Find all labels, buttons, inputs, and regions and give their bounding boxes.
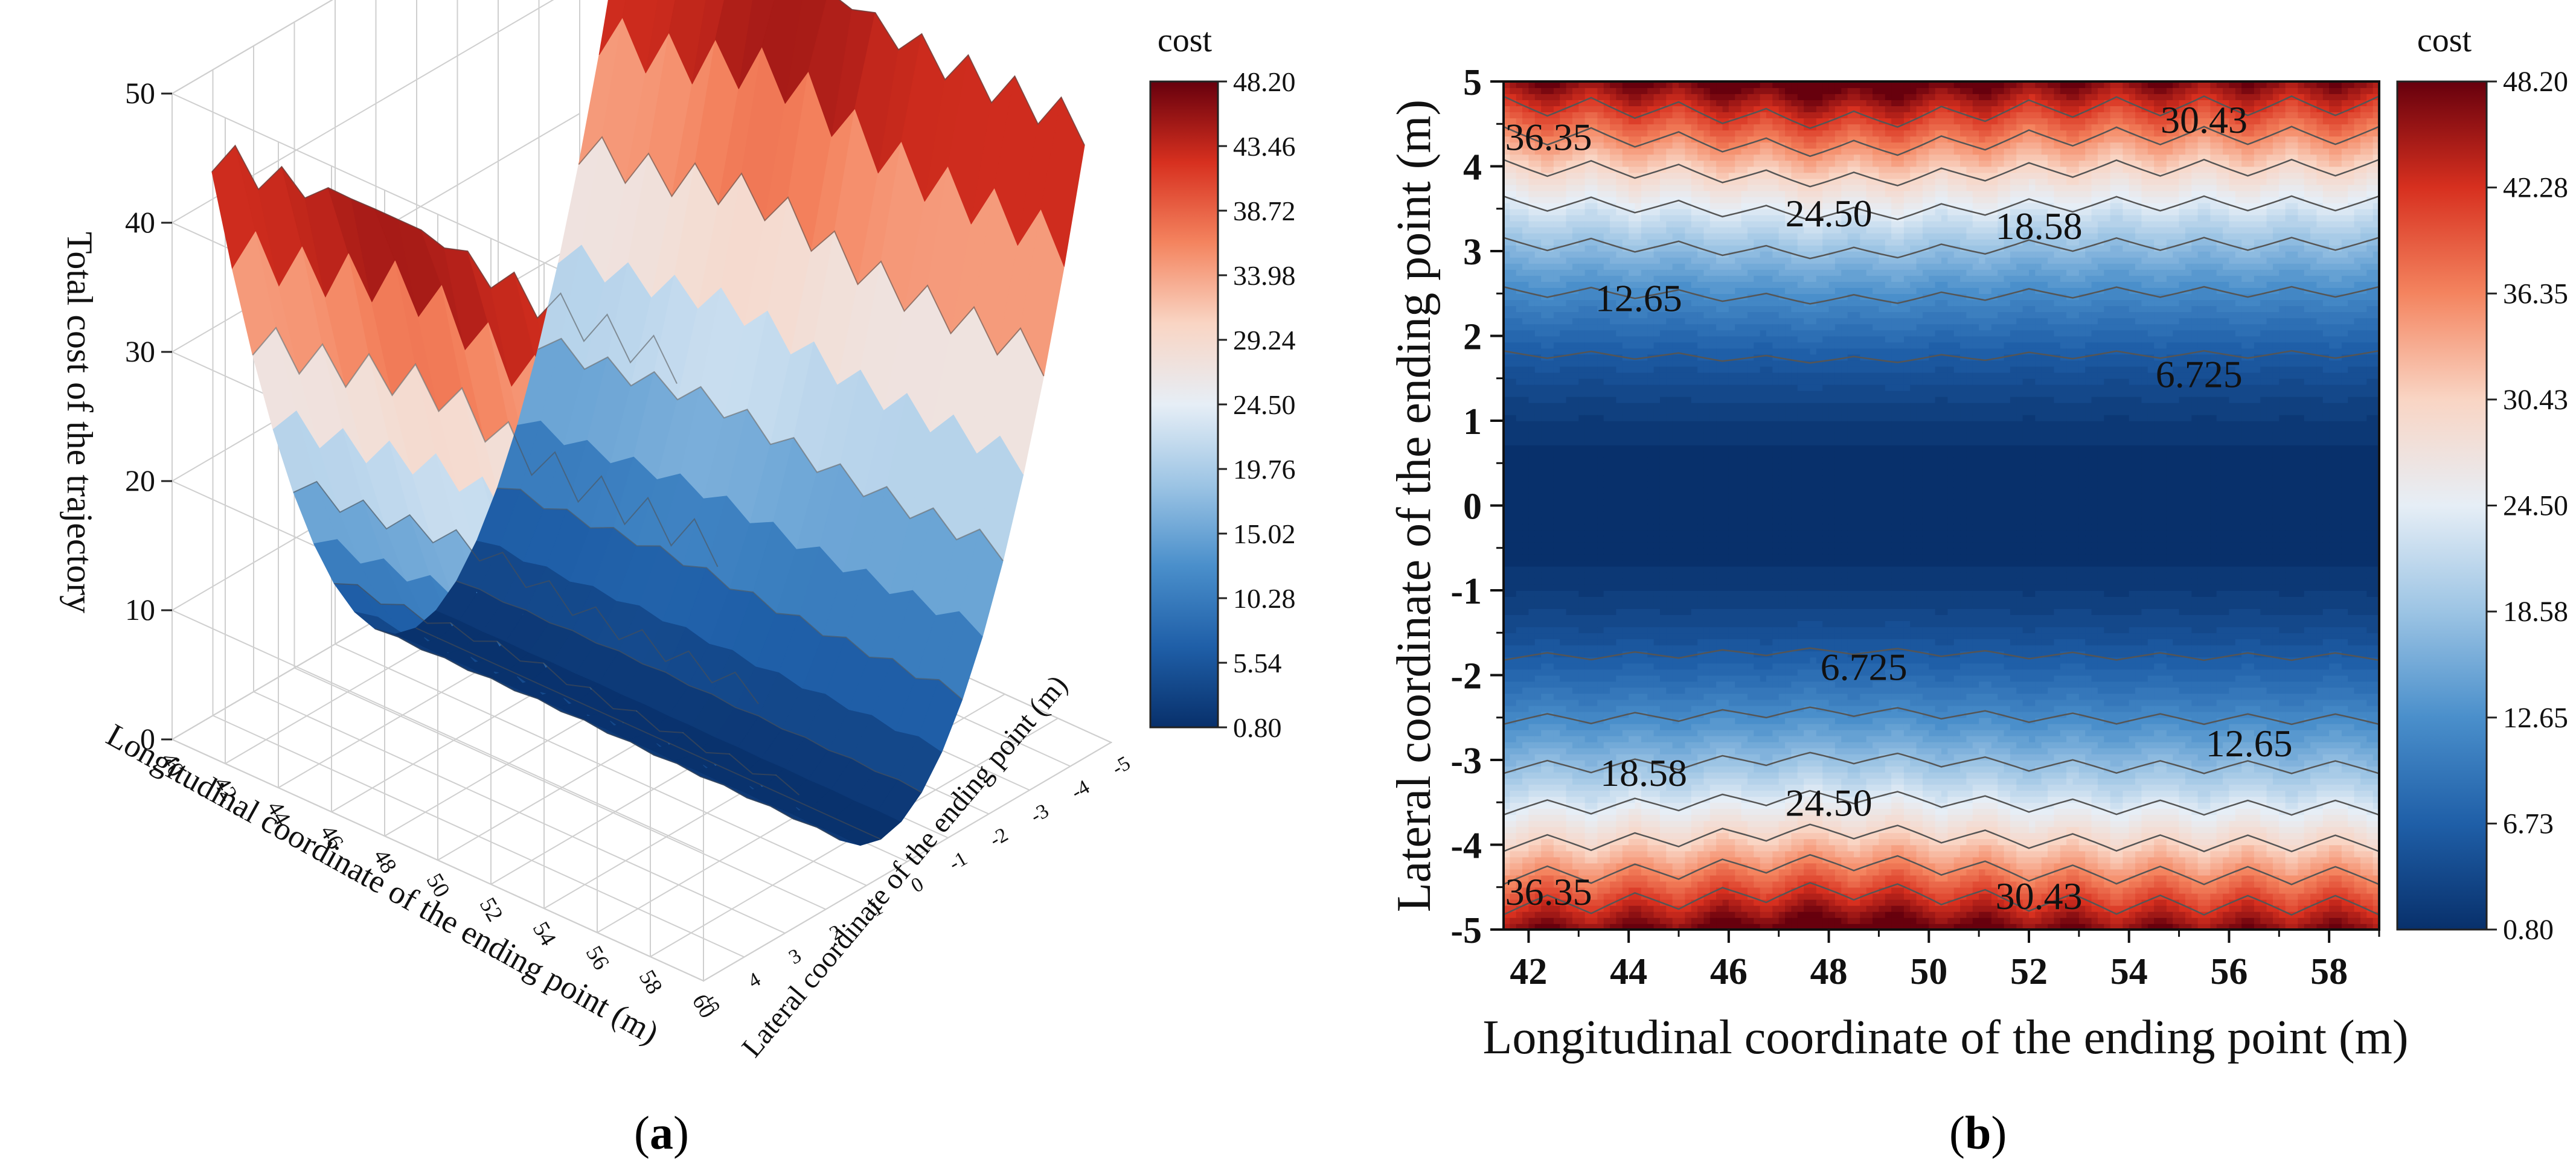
contour-label: 30.43 [1996, 875, 2083, 917]
panel-b-contour-chart: 36.35 30.43 24.50 18.58 12.65 6.725 6.725 12.65… [1388, 22, 2568, 1064]
y-tick-label-b: -3 [1450, 741, 1482, 782]
colorbar-a-tick-label: 0.80 [1233, 712, 1282, 743]
contour-label: 18.58 [1996, 205, 2083, 247]
x-tick-label-b: 42 [1510, 951, 1547, 992]
colorbar-a-ticks: 48.20 43.46 38.72 33.98 29.24 24.50 19.76 15.02… [1218, 66, 1296, 743]
colorbar-b-tick-label: 48.20 [2503, 66, 2568, 98]
x-tick-label: 58 [634, 966, 667, 998]
y-tick-label-b: 5 [1463, 62, 1482, 103]
colorbar-a-tick-label: 33.98 [1233, 260, 1296, 291]
contour-label: 18.58 [1600, 751, 1687, 794]
z-tick-label: 50 [125, 76, 155, 110]
y-tick-label-b: -4 [1450, 826, 1482, 867]
contour-label: 6.725 [1821, 645, 1908, 688]
y-tick-label: -2 [986, 823, 1012, 851]
colorbar-b-tick-label: 0.80 [2503, 914, 2554, 946]
colorbar-b-tick-label: 6.73 [2503, 808, 2554, 840]
colorbar-b-tick-label: 30.43 [2503, 384, 2568, 416]
x-tick-label-b: 48 [1810, 951, 1848, 992]
x-tick-label-b: 58 [2310, 951, 2348, 992]
colorbar-b-tick-label: 42.28 [2503, 172, 2568, 204]
contour-label: 36.35 [1505, 870, 1592, 913]
x-tick-label: 54 [528, 917, 561, 950]
y-tick-label-b: 2 [1463, 317, 1482, 358]
x-tick-label-b: 52 [2010, 951, 2048, 992]
x-axis-label-b: Longitudinal coordinate of the ending po… [1483, 1011, 2409, 1064]
x-tick-label-b: 46 [1710, 951, 1748, 992]
panel-a-surface-chart: 010203040504042444648505254565860-5-4-3-… [60, 0, 1296, 1063]
colorbar-a-tick-label: 5.54 [1233, 648, 1282, 678]
colorbar-a-tick-label: 38.72 [1233, 196, 1296, 226]
x-tick-label-b: 56 [2210, 951, 2248, 992]
colorbar-a-tick-label: 48.20 [1233, 66, 1296, 97]
y-tick-label: 4 [745, 968, 764, 993]
caption-a: (a) [634, 1106, 689, 1160]
colorbar-a-label: cost [1158, 22, 1213, 59]
z-tick-label: 40 [125, 205, 155, 239]
colorbar-b-ticks: 48.20 42.28 36.35 30.43 24.50 18.58 12.65 6.73 0… [2487, 66, 2568, 946]
y-tick-label-b: -2 [1450, 656, 1482, 697]
x-tick-label-b: 50 [1910, 951, 1947, 992]
z-tick-label: 10 [125, 593, 155, 627]
colorbar-b-label: cost [2417, 22, 2472, 59]
z-tick-label: 20 [125, 464, 155, 497]
colorbar-b-tick-label: 36.35 [2503, 278, 2568, 310]
contour-label: 30.43 [2161, 98, 2248, 141]
y-tick-label-b: 0 [1463, 487, 1482, 528]
colorbar-a-tick-label: 15.02 [1233, 518, 1296, 549]
z-axis-label: Total cost of the trajectory [60, 232, 100, 613]
caption-b: (b) [1949, 1106, 2007, 1160]
y-tick-label-b: 3 [1463, 232, 1482, 273]
y-axis-label-b: Lateral coordinate of the ending point (… [1388, 100, 1441, 912]
colorbar-b-tick-label: 18.58 [2503, 596, 2568, 628]
x-tick-label-b: 44 [1610, 951, 1647, 992]
y-tick-label: -4 [1068, 776, 1094, 803]
y-tick-label-b: -1 [1450, 571, 1482, 612]
colorbar-b-tick-label: 24.50 [2503, 490, 2568, 522]
y-tick-label-b: 4 [1463, 147, 1482, 188]
x-tick-label-b: 54 [2110, 951, 2148, 992]
x-tick-label: 56 [581, 942, 614, 974]
colorbar-b: cost 48.20 42.28 36.35 30.43 24.50 18.58 12.65… [2397, 22, 2568, 946]
colorbar-a-tick-label: 43.46 [1233, 131, 1296, 162]
y-tick-label: -5 [1108, 752, 1134, 780]
z-tick-label: 30 [125, 334, 155, 368]
contour-label: 24.50 [1786, 192, 1873, 235]
contour-label: 6.725 [2156, 353, 2243, 396]
y-tick-label: -1 [945, 847, 971, 875]
colorbar-a-gradient [1150, 81, 1218, 727]
colorbar-a: cost 48.20 43.46 38.72 33.98 29.24 24.50 19.76… [1150, 22, 1296, 743]
contour-label: 12.65 [1595, 276, 1682, 319]
contour-label: 24.50 [1786, 781, 1873, 824]
y-tick-label: -3 [1027, 800, 1053, 828]
y-tick-label-b: 1 [1463, 401, 1482, 442]
colorbar-b-gradient [2397, 81, 2487, 930]
contour-fill [1504, 81, 2380, 930]
contour-label: 12.65 [2206, 722, 2293, 765]
colorbar-a-tick-label: 29.24 [1233, 325, 1296, 356]
y-tick-label-b: -5 [1450, 910, 1482, 951]
colorbar-b-tick-label: 12.65 [2503, 702, 2568, 734]
colorbar-a-tick-label: 19.76 [1233, 454, 1296, 485]
contour-label: 36.35 [1505, 115, 1592, 158]
colorbar-a-tick-label: 24.50 [1233, 389, 1296, 420]
colorbar-a-tick-label: 10.28 [1233, 583, 1296, 614]
